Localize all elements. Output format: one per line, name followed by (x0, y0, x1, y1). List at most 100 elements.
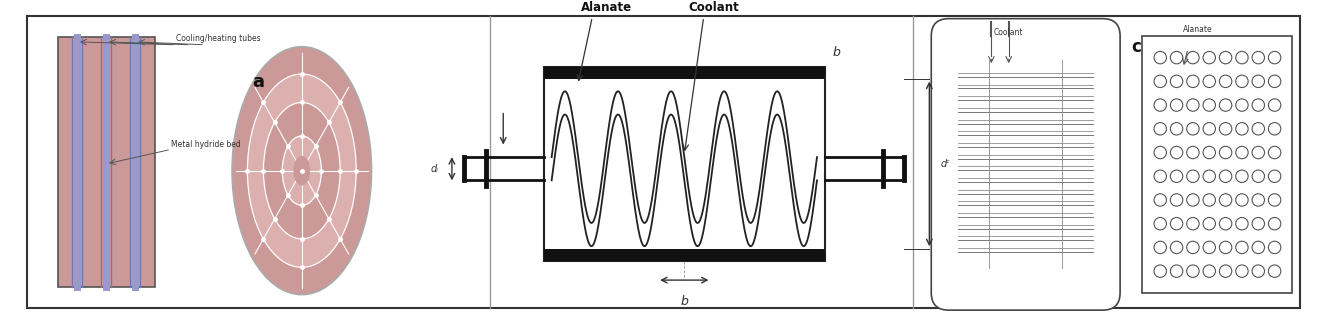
Text: c: c (1132, 38, 1141, 56)
Circle shape (1269, 99, 1281, 111)
Circle shape (1235, 218, 1249, 230)
Circle shape (1154, 99, 1166, 111)
Bar (1143, 36, 1292, 293)
Circle shape (1253, 170, 1265, 182)
Circle shape (1204, 146, 1216, 159)
Circle shape (1269, 194, 1281, 206)
Circle shape (1253, 51, 1265, 64)
Circle shape (1269, 241, 1281, 254)
Ellipse shape (293, 156, 311, 186)
Circle shape (1204, 265, 1216, 277)
Circle shape (1220, 75, 1231, 88)
Circle shape (1235, 122, 1249, 135)
Circle shape (1204, 218, 1216, 230)
Circle shape (1253, 75, 1265, 88)
Text: Cooling/heating tubes: Cooling/heating tubes (176, 34, 260, 43)
Circle shape (1235, 265, 1249, 277)
Circle shape (1154, 194, 1166, 206)
Circle shape (1154, 218, 1166, 230)
Circle shape (1235, 51, 1249, 64)
Text: dᵢ: dᵢ (430, 164, 438, 174)
Ellipse shape (264, 102, 340, 239)
Circle shape (1170, 51, 1182, 64)
Circle shape (1204, 241, 1216, 254)
Text: b: b (832, 46, 840, 59)
Text: Alanate: Alanate (1182, 25, 1213, 34)
Circle shape (1170, 218, 1182, 230)
Circle shape (1235, 146, 1249, 159)
Circle shape (1220, 265, 1231, 277)
Circle shape (1269, 265, 1281, 277)
Circle shape (1186, 122, 1200, 135)
Circle shape (1204, 194, 1216, 206)
Circle shape (1154, 170, 1166, 182)
Text: Coolant: Coolant (994, 28, 1023, 37)
Circle shape (1170, 265, 1182, 277)
Circle shape (1269, 146, 1281, 159)
Circle shape (1253, 146, 1265, 159)
Circle shape (1204, 122, 1216, 135)
Circle shape (1220, 218, 1231, 230)
Circle shape (1253, 122, 1265, 135)
Bar (58, 37, 155, 287)
Circle shape (1220, 170, 1231, 182)
Circle shape (1269, 75, 1281, 88)
Circle shape (1186, 194, 1200, 206)
Circle shape (1154, 122, 1166, 135)
Circle shape (1235, 99, 1249, 111)
Circle shape (1170, 241, 1182, 254)
Circle shape (1154, 265, 1166, 277)
Bar (544, 249, 825, 261)
Circle shape (1220, 51, 1231, 64)
Circle shape (1204, 99, 1216, 111)
Circle shape (1170, 170, 1182, 182)
Circle shape (1253, 218, 1265, 230)
Text: Alanate: Alanate (581, 1, 633, 14)
Bar (544, 67, 825, 261)
Circle shape (1154, 241, 1166, 254)
Circle shape (1170, 99, 1182, 111)
Ellipse shape (283, 136, 321, 205)
Circle shape (1154, 75, 1166, 88)
Circle shape (1220, 194, 1231, 206)
Circle shape (1253, 194, 1265, 206)
Text: dᶜ: dᶜ (941, 159, 951, 169)
Circle shape (1269, 51, 1281, 64)
Text: Coolant: Coolant (687, 1, 739, 14)
Circle shape (1220, 146, 1231, 159)
Circle shape (1170, 146, 1182, 159)
Bar (544, 67, 825, 79)
Circle shape (1253, 265, 1265, 277)
Circle shape (1220, 122, 1231, 135)
Circle shape (1253, 241, 1265, 254)
Circle shape (1204, 51, 1216, 64)
Circle shape (1186, 99, 1200, 111)
Text: b: b (681, 295, 689, 308)
FancyBboxPatch shape (932, 19, 1120, 310)
Circle shape (1170, 75, 1182, 88)
Circle shape (1186, 265, 1200, 277)
Circle shape (1154, 146, 1166, 159)
Circle shape (1186, 170, 1200, 182)
Circle shape (1186, 241, 1200, 254)
Circle shape (1220, 241, 1231, 254)
Ellipse shape (247, 74, 356, 267)
Circle shape (1186, 75, 1200, 88)
Circle shape (1235, 194, 1249, 206)
Circle shape (1186, 218, 1200, 230)
Circle shape (1186, 51, 1200, 64)
Circle shape (1220, 99, 1231, 111)
Circle shape (1186, 146, 1200, 159)
Circle shape (1170, 122, 1182, 135)
Text: Metal hydride bed: Metal hydride bed (171, 140, 240, 149)
Circle shape (1170, 194, 1182, 206)
Circle shape (1269, 122, 1281, 135)
Circle shape (1253, 99, 1265, 111)
Circle shape (1269, 170, 1281, 182)
Ellipse shape (232, 47, 372, 295)
Circle shape (1204, 170, 1216, 182)
Circle shape (1235, 241, 1249, 254)
Circle shape (1154, 51, 1166, 64)
Circle shape (1235, 75, 1249, 88)
Text: a: a (252, 73, 264, 90)
